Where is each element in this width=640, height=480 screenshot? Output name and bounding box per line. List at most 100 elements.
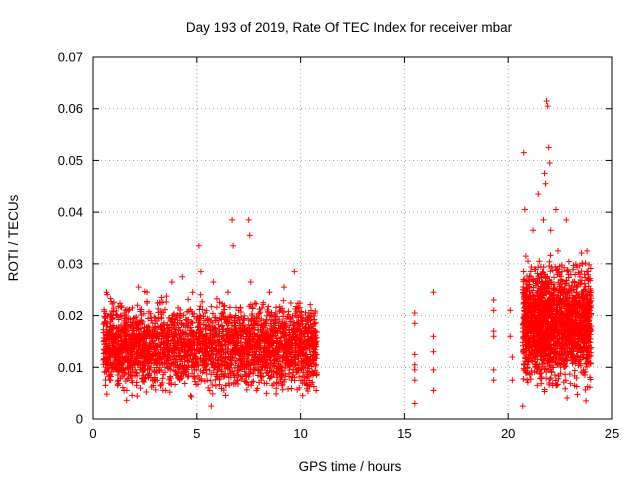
data-point xyxy=(208,303,215,310)
data-point xyxy=(180,312,187,319)
data-point xyxy=(298,377,305,384)
data-point xyxy=(123,336,130,343)
data-point xyxy=(279,368,286,375)
data-point xyxy=(106,342,113,349)
data-point xyxy=(122,337,129,344)
data-point xyxy=(166,344,173,351)
data-point xyxy=(108,308,115,315)
data-point xyxy=(138,312,145,319)
data-point xyxy=(270,347,277,354)
data-point xyxy=(169,334,176,341)
data-point xyxy=(205,384,212,391)
data-point xyxy=(254,333,261,340)
data-point xyxy=(282,371,289,378)
data-point xyxy=(263,362,270,369)
data-point xyxy=(124,358,131,365)
data-point xyxy=(108,314,115,321)
data-point xyxy=(117,303,124,310)
data-point xyxy=(160,329,167,336)
data-point xyxy=(252,341,259,348)
x-tick-label: 10 xyxy=(293,426,307,441)
data-point xyxy=(250,326,257,333)
data-point xyxy=(137,385,144,392)
data-point xyxy=(197,291,204,298)
data-point xyxy=(196,306,203,313)
data-point xyxy=(197,303,204,310)
data-point xyxy=(156,367,163,374)
data-point xyxy=(207,377,214,384)
data-point xyxy=(170,367,177,374)
data-point xyxy=(275,380,282,387)
data-point xyxy=(218,353,225,360)
data-point xyxy=(209,382,216,389)
data-point xyxy=(201,362,208,369)
data-point xyxy=(139,354,146,361)
data-point xyxy=(298,334,305,341)
data-point xyxy=(170,310,177,317)
data-point xyxy=(204,317,211,324)
data-point xyxy=(138,349,145,356)
data-point xyxy=(260,373,267,380)
data-point xyxy=(131,334,138,341)
data-point xyxy=(304,317,311,324)
data-point xyxy=(131,359,138,366)
data-point xyxy=(210,369,217,376)
data-point xyxy=(273,342,280,349)
data-point xyxy=(227,350,234,357)
data-point xyxy=(151,368,158,375)
data-point xyxy=(157,299,164,306)
data-point xyxy=(296,373,303,380)
data-point xyxy=(285,308,292,315)
data-point xyxy=(108,298,115,305)
data-point xyxy=(181,354,188,361)
data-point xyxy=(311,316,318,323)
data-point xyxy=(250,378,257,385)
data-point xyxy=(276,318,283,325)
data-point xyxy=(257,337,264,344)
y-tick-label: 0.03 xyxy=(58,256,83,271)
data-point xyxy=(190,334,197,341)
data-point xyxy=(232,380,239,387)
data-point xyxy=(212,382,219,389)
data-point xyxy=(306,383,313,390)
data-point xyxy=(243,386,250,393)
data-point xyxy=(305,365,312,372)
y-axis-label: ROTI / TECUs xyxy=(6,194,21,281)
data-point xyxy=(206,367,213,374)
data-point xyxy=(238,313,245,320)
data-point xyxy=(198,377,205,384)
data-point xyxy=(268,323,275,330)
data-point xyxy=(212,376,219,383)
data-point xyxy=(143,299,150,306)
data-point xyxy=(119,384,126,391)
data-point xyxy=(133,314,140,321)
data-point xyxy=(145,315,152,322)
data-point xyxy=(224,325,231,332)
data-point xyxy=(185,362,192,369)
data-point xyxy=(260,349,267,356)
data-point xyxy=(128,322,135,329)
data-point xyxy=(226,367,233,374)
data-point xyxy=(174,356,181,363)
data-point xyxy=(128,344,135,351)
data-point xyxy=(209,310,216,317)
data-point xyxy=(132,358,139,365)
data-point xyxy=(256,310,263,317)
data-point xyxy=(193,355,200,362)
data-point xyxy=(171,361,178,368)
data-point xyxy=(207,336,214,343)
data-point xyxy=(159,350,166,357)
data-point xyxy=(190,352,197,359)
data-point xyxy=(263,346,270,353)
x-tick-label: 20 xyxy=(501,426,515,441)
data-point xyxy=(131,314,138,321)
data-point xyxy=(278,363,285,370)
data-point xyxy=(243,348,250,355)
data-point xyxy=(123,397,130,404)
data-point xyxy=(258,321,265,328)
y-tick-label: 0.05 xyxy=(58,153,83,168)
data-point xyxy=(194,336,201,343)
data-point xyxy=(170,333,177,340)
data-point xyxy=(199,298,206,305)
data-point xyxy=(184,373,191,380)
